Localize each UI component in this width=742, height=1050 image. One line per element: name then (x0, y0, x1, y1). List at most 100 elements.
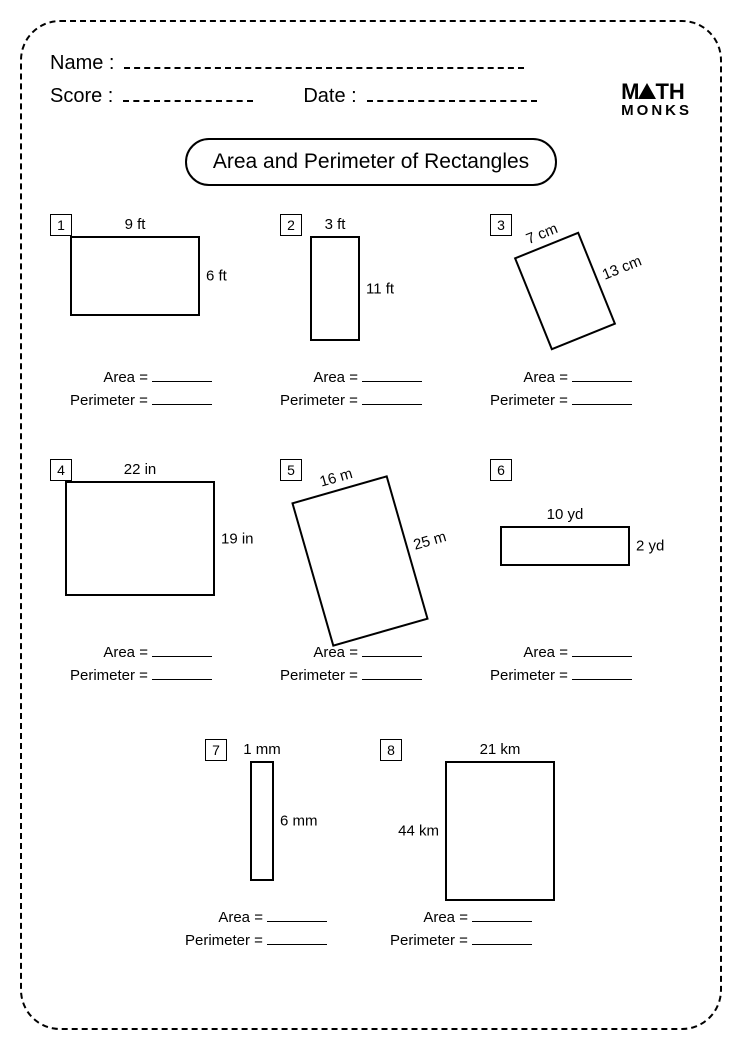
title-container: Area and Perimeter of Rectangles (50, 138, 692, 186)
logo-line1: MTH (621, 81, 692, 103)
perimeter-label: Perimeter = (390, 932, 468, 949)
area-label: Area = (313, 644, 358, 661)
dim-top: 21 km (480, 741, 521, 758)
perimeter-label: Perimeter = (490, 667, 568, 684)
problem-number: 7 (205, 739, 227, 761)
dim-side: 11 ft (366, 280, 394, 297)
area-blank[interactable] (267, 910, 327, 922)
triangle-icon (638, 83, 656, 99)
rectangle (291, 475, 428, 647)
qnum-box: 8 (380, 739, 402, 761)
perimeter-label: Perimeter = (280, 667, 358, 684)
rectangle-figure: 22 in19 in (65, 481, 215, 596)
rect-wrap: 21 km44 km (445, 761, 555, 901)
rect-wrap: 22 in19 in (65, 481, 215, 596)
date-label: Date : (303, 85, 356, 108)
header: Name : Score : Date : MTH MONKS (50, 52, 692, 118)
perimeter-label: Perimeter = (185, 932, 263, 949)
perimeter-line: Perimeter = (280, 667, 422, 684)
answer-block: Area = Perimeter = (70, 644, 212, 690)
rectangle-figure: 16 m25 m (310, 486, 410, 636)
area-label: Area = (523, 369, 568, 386)
area-blank[interactable] (152, 370, 212, 382)
perimeter-label: Perimeter = (70, 392, 148, 409)
qnum-box: 3 (490, 214, 512, 236)
answer-block: Area = Perimeter = (490, 644, 632, 690)
perimeter-label: Perimeter = (490, 392, 568, 409)
qnum-box: 6 (490, 459, 512, 481)
logo: MTH MONKS (621, 81, 692, 118)
perimeter-line: Perimeter = (280, 392, 422, 409)
name-label: Name : (50, 52, 114, 75)
rectangle-figure: 9 ft6 ft (70, 236, 200, 316)
perimeter-blank[interactable] (267, 933, 327, 945)
rectangle-figure: 3 ft11 ft (310, 236, 360, 341)
rect-wrap: 10 yd2 yd (500, 526, 630, 566)
perimeter-blank[interactable] (362, 393, 422, 405)
area-label: Area = (423, 909, 468, 926)
perimeter-line: Perimeter = (490, 667, 632, 684)
area-blank[interactable] (472, 910, 532, 922)
perimeter-blank[interactable] (152, 668, 212, 680)
name-blank[interactable] (124, 55, 524, 69)
area-line: Area = (390, 909, 532, 926)
area-label: Area = (313, 369, 358, 386)
area-line: Area = (70, 369, 212, 386)
area-blank[interactable] (572, 370, 632, 382)
perimeter-blank[interactable] (362, 668, 422, 680)
rectangle (70, 236, 200, 316)
rect-wrap: 16 m25 m (291, 475, 428, 647)
rectangle-figure: 21 km44 km (445, 761, 555, 901)
answer-block: Area = Perimeter = (280, 369, 422, 415)
qnum-box: 2 (280, 214, 302, 236)
problem-number: 4 (50, 459, 72, 481)
logo-line2: MONKS (621, 103, 692, 118)
area-blank[interactable] (152, 645, 212, 657)
area-label: Area = (523, 644, 568, 661)
area-line: Area = (490, 644, 632, 661)
area-line: Area = (280, 369, 422, 386)
qnum-box: 5 (280, 459, 302, 481)
answer-block: Area = Perimeter = (490, 369, 632, 415)
perimeter-line: Perimeter = (490, 392, 632, 409)
rectangle-figure: 1 mm6 mm (250, 761, 274, 881)
problem-number: 1 (50, 214, 72, 236)
score-blank[interactable] (123, 88, 253, 102)
rectangle (310, 236, 360, 341)
answer-block: Area = Perimeter = (390, 909, 532, 955)
answer-block: Area = Perimeter = (280, 644, 422, 690)
area-line: Area = (70, 644, 212, 661)
date-blank[interactable] (367, 88, 537, 102)
perimeter-blank[interactable] (472, 933, 532, 945)
area-line: Area = (185, 909, 327, 926)
perimeter-blank[interactable] (152, 393, 212, 405)
perimeter-line: Perimeter = (70, 392, 212, 409)
worksheet-border: Name : Score : Date : MTH MONKS Area and… (20, 20, 722, 1030)
area-blank[interactable] (362, 645, 422, 657)
area-label: Area = (103, 369, 148, 386)
score-date-row: Score : Date : (50, 85, 621, 108)
area-line: Area = (280, 644, 422, 661)
rectangle-figure: 10 yd2 yd (500, 526, 630, 566)
rect-wrap: 9 ft6 ft (70, 236, 200, 316)
problem-number: 6 (490, 459, 512, 481)
dim-side: 13 cm (600, 252, 644, 283)
dim-side: 2 yd (636, 538, 664, 555)
dim-side: 44 km (398, 823, 439, 840)
perimeter-blank[interactable] (572, 393, 632, 405)
area-blank[interactable] (362, 370, 422, 382)
rectangle (500, 526, 630, 566)
problem-number: 2 (280, 214, 302, 236)
problem-number: 8 (380, 739, 402, 761)
rect-wrap: 7 cm13 cm (514, 232, 616, 351)
area-blank[interactable] (572, 645, 632, 657)
header-fields: Name : Score : Date : (50, 52, 621, 118)
dim-top: 1 mm (243, 741, 281, 758)
dim-top: 22 in (124, 461, 157, 478)
rectangle-figure: 7 cm13 cm (530, 241, 600, 341)
answer-block: Area = Perimeter = (185, 909, 327, 955)
dim-top: 9 ft (125, 216, 146, 233)
qnum-box: 1 (50, 214, 72, 236)
problem-number: 5 (280, 459, 302, 481)
perimeter-blank[interactable] (572, 668, 632, 680)
